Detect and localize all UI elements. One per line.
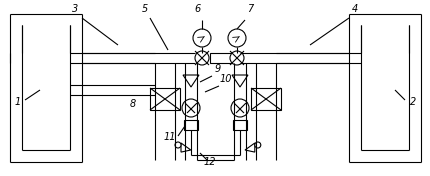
Circle shape	[181, 99, 200, 117]
Bar	[250, 88, 280, 110]
Text: 7: 7	[246, 4, 252, 14]
Text: 2: 2	[409, 97, 415, 107]
Circle shape	[193, 29, 211, 47]
Circle shape	[230, 51, 243, 65]
Text: 1: 1	[15, 97, 21, 107]
Bar	[209, 53, 240, 63]
Bar	[233, 120, 246, 130]
Text: 3: 3	[72, 4, 78, 14]
Circle shape	[254, 142, 260, 148]
Text: 5: 5	[141, 4, 148, 14]
Bar	[184, 120, 197, 130]
Circle shape	[230, 99, 249, 117]
Text: 10: 10	[219, 74, 232, 84]
Text: 9: 9	[215, 64, 221, 74]
Text: 4: 4	[351, 4, 357, 14]
Text: 11: 11	[163, 132, 176, 142]
Circle shape	[194, 51, 209, 65]
Circle shape	[175, 142, 181, 148]
Text: 8: 8	[129, 99, 136, 109]
Text: 6: 6	[194, 4, 201, 14]
Bar	[150, 88, 180, 110]
Circle shape	[227, 29, 246, 47]
Text: 12: 12	[203, 157, 216, 167]
